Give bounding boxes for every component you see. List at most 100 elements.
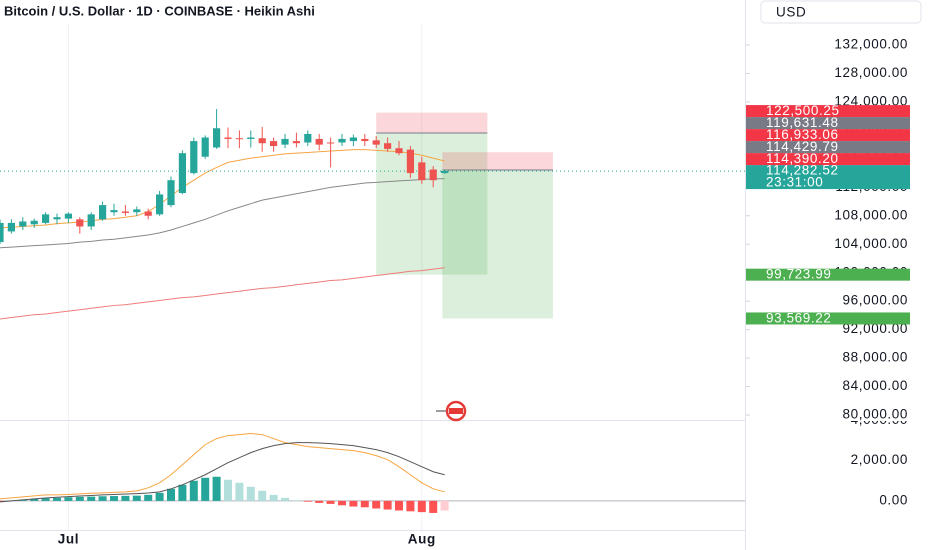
y-tick-label: 4,000.00 [851, 412, 908, 427]
candle-body [121, 211, 130, 213]
candle-body [247, 137, 255, 139]
candle-body [281, 138, 289, 145]
time-axis: Jul Aug [58, 532, 436, 547]
macd-axis: 4,000.00 2,000.00 0.00 [851, 412, 908, 507]
histogram-bar [429, 500, 438, 513]
price-tag [746, 117, 910, 130]
candle-body [338, 138, 346, 143]
candle-body [19, 221, 27, 227]
watermark-logo [436, 400, 467, 422]
candle-body [406, 149, 415, 174]
candle-body [418, 162, 426, 181]
stop-zone [442, 152, 553, 171]
candle-body [372, 140, 380, 145]
currency-button[interactable] [760, 0, 922, 24]
x-tick-label: Aug [408, 532, 436, 547]
candle-body [429, 169, 437, 181]
histogram-bar [303, 500, 312, 502]
histogram-bar [75, 496, 84, 501]
y-tick-label: 84,000.00 [843, 378, 908, 393]
histogram-bar [372, 500, 381, 509]
histogram-bar [349, 500, 358, 507]
candle-body [213, 128, 221, 148]
price-tag-label: 93,569.22 [766, 311, 831, 326]
y-tick-label: 0.00 [879, 492, 908, 507]
histogram-bar [98, 496, 107, 501]
histogram-bar [64, 497, 73, 501]
signal-line [0, 442, 445, 503]
histogram-bar [383, 500, 392, 510]
price-tag [746, 268, 910, 281]
y-tick-label: 80,000.00 [843, 407, 908, 422]
candle-body [167, 180, 175, 206]
histogram-bar [212, 476, 221, 501]
candle-body [258, 138, 266, 144]
y-tick-label: 104,000.00 [834, 236, 908, 251]
candle-body [270, 141, 278, 147]
candle-body [315, 138, 323, 145]
price-tag-label: 116,933.06 [766, 127, 839, 142]
price-tags: 114,282.5223:31:00122,500.25119,631.4811… [746, 103, 910, 326]
histogram-bar [395, 500, 404, 511]
y-tick-label: 88,000.00 [843, 350, 908, 365]
price-tag [746, 312, 910, 325]
y-tick-label: 132,000.00 [834, 37, 908, 52]
y-tick-label: 124,000.00 [834, 93, 908, 108]
candle-body [384, 143, 392, 149]
price-tag-label: 122,500.25 [766, 103, 840, 118]
candle-body [7, 222, 16, 232]
candle-body [76, 219, 84, 227]
price-tag [746, 141, 910, 154]
candle-body [304, 133, 312, 143]
histogram-bar [30, 498, 39, 501]
histogram-bar [326, 500, 335, 504]
moving-average [0, 267, 445, 320]
y-tick-label: 96,000.00 [843, 293, 908, 308]
title-backdrop [0, 0, 640, 24]
candle-body [156, 194, 164, 215]
histogram-bar [144, 494, 153, 501]
candle-body [224, 137, 232, 139]
histogram-bar [406, 500, 415, 512]
histogram-bar [235, 482, 244, 501]
histogram-bar [246, 486, 255, 501]
candle-body [53, 217, 61, 220]
histogram-bar [87, 496, 96, 501]
candle-body [133, 209, 141, 213]
price-axis: 80,000.00 84,000.00 88,000.00 92,000.00 96,0… [746, 37, 908, 422]
candle-body [110, 210, 118, 213]
candle-body [395, 148, 403, 154]
histogram-bar [155, 492, 164, 501]
candle-body [201, 137, 209, 157]
histogram-bar [281, 497, 290, 501]
candle-body [144, 211, 152, 216]
y-tick-label: 2,000.00 [851, 452, 908, 467]
histogram-bar [53, 497, 62, 501]
histogram-bar [440, 500, 449, 511]
candle-body [292, 141, 301, 144]
candle-body [235, 138, 244, 140]
candle-body [30, 220, 38, 225]
price-tag-label: 119,631.48 [766, 115, 839, 130]
histogram-bar [269, 494, 278, 501]
chart-title: Bitcoin / U.S. Dollar · 1D · COINBASE · … [4, 3, 315, 18]
candle-body [361, 138, 369, 142]
y-tick-label: 128,000.00 [834, 65, 908, 80]
y-tick-label: 108,000.00 [834, 207, 908, 222]
target-zone [376, 133, 488, 275]
macd-line [0, 433, 445, 500]
histogram-bar [201, 477, 210, 501]
histogram-bar [258, 490, 267, 501]
candle-body [327, 142, 335, 144]
histogram-bar [224, 479, 233, 501]
histogram-bar [132, 495, 141, 501]
price-tag-label: 99,723.99 [766, 267, 831, 282]
price-pane [0, 109, 745, 320]
price-tag-label: 114,282.52 [766, 163, 839, 178]
candle-body [42, 214, 50, 223]
x-tick-label: Jul [58, 532, 79, 547]
histogram-bar [110, 496, 119, 501]
currency-label[interactable]: USD [776, 5, 806, 20]
grid [67, 0, 423, 530]
target-zone [442, 170, 553, 319]
